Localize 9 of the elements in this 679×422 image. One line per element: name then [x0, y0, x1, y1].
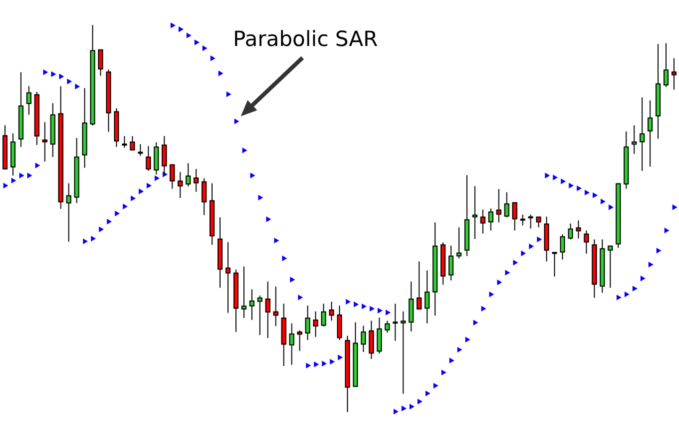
annotation: Parabolic SAR — [233, 27, 378, 51]
candlestick — [226, 242, 230, 313]
candlestick — [472, 186, 478, 240]
candlestick — [257, 296, 262, 335]
candlestick — [241, 266, 246, 318]
candlestick — [400, 311, 406, 394]
candlestick — [42, 122, 48, 162]
candlestick — [273, 286, 278, 326]
candlestick — [632, 125, 637, 154]
